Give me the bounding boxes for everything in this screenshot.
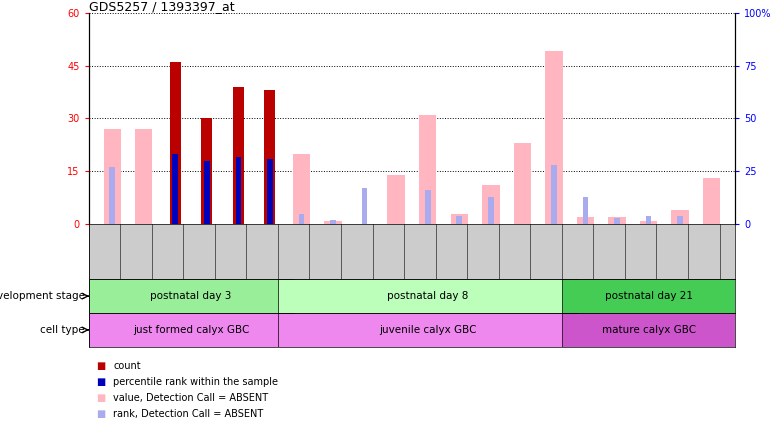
Bar <box>135 129 152 224</box>
Bar <box>103 129 121 224</box>
Bar <box>419 115 437 224</box>
Text: ■: ■ <box>96 409 105 419</box>
Bar <box>678 216 683 224</box>
Text: cell type: cell type <box>40 325 85 335</box>
Text: ■: ■ <box>96 377 105 387</box>
Bar <box>89 313 293 347</box>
Text: development stage: development stage <box>0 291 85 301</box>
Bar <box>488 197 494 224</box>
Bar <box>583 197 588 224</box>
Bar <box>201 118 213 224</box>
Bar <box>425 190 430 224</box>
Bar <box>264 90 276 224</box>
Bar <box>362 188 367 224</box>
Bar <box>299 214 304 224</box>
Bar <box>233 87 244 224</box>
Bar <box>640 221 658 224</box>
Text: postnatal day 3: postnatal day 3 <box>150 291 232 301</box>
Bar <box>545 52 563 224</box>
Bar <box>577 217 594 224</box>
Bar <box>89 279 293 313</box>
Bar <box>551 165 557 224</box>
Text: ■: ■ <box>96 393 105 403</box>
Text: mature calyx GBC: mature calyx GBC <box>601 325 695 335</box>
Bar <box>614 218 620 224</box>
Bar <box>457 216 462 224</box>
Bar <box>236 157 241 224</box>
Text: postnatal day 8: postnatal day 8 <box>387 291 468 301</box>
Bar <box>703 179 721 224</box>
Text: ■: ■ <box>96 361 105 371</box>
Bar <box>267 159 273 224</box>
Bar <box>562 313 735 347</box>
Bar <box>450 214 468 224</box>
Text: count: count <box>113 361 141 371</box>
Text: juvenile calyx GBC: juvenile calyx GBC <box>379 325 477 335</box>
Text: rank, Detection Call = ABSENT: rank, Detection Call = ABSENT <box>113 409 263 419</box>
Bar <box>671 210 689 224</box>
Bar <box>278 313 578 347</box>
Bar <box>293 154 310 224</box>
Bar <box>514 143 531 224</box>
Bar <box>170 62 181 224</box>
Bar <box>109 167 115 224</box>
Text: value, Detection Call = ABSENT: value, Detection Call = ABSENT <box>113 393 268 403</box>
Bar <box>387 175 405 224</box>
Bar <box>278 279 578 313</box>
Text: GDS5257 / 1393397_at: GDS5257 / 1393397_at <box>89 0 234 13</box>
Text: percentile rank within the sample: percentile rank within the sample <box>113 377 278 387</box>
Bar <box>330 220 336 224</box>
Bar <box>482 185 500 224</box>
Bar <box>324 221 342 224</box>
Text: postnatal day 21: postnatal day 21 <box>604 291 692 301</box>
Bar <box>204 161 209 224</box>
Text: just formed calyx GBC: just formed calyx GBC <box>133 325 249 335</box>
Bar <box>562 279 735 313</box>
Bar <box>172 154 178 224</box>
Bar <box>608 217 626 224</box>
Bar <box>646 216 651 224</box>
